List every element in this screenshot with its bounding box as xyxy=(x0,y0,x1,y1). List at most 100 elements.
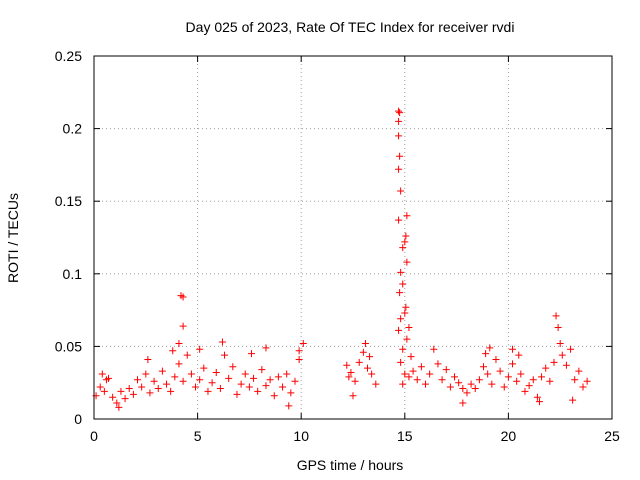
data-point xyxy=(535,398,543,406)
data-point xyxy=(467,380,475,388)
data-point xyxy=(361,339,369,347)
data-point xyxy=(372,380,380,388)
data-point xyxy=(250,374,258,382)
data-point xyxy=(552,312,560,320)
data-point xyxy=(484,370,492,378)
data-point xyxy=(395,326,403,334)
data-point xyxy=(413,376,421,384)
data-point xyxy=(525,382,533,390)
data-points xyxy=(92,107,591,411)
data-point xyxy=(115,403,123,411)
data-point xyxy=(562,361,570,369)
data-point xyxy=(542,364,550,372)
data-point xyxy=(187,370,195,378)
data-point xyxy=(134,376,142,384)
data-point xyxy=(291,377,299,385)
y-tick-label: 0.05 xyxy=(55,338,82,354)
x-axis-label: GPS time / hours xyxy=(297,457,404,473)
data-point xyxy=(196,345,204,353)
data-point xyxy=(138,383,146,391)
y-axis-label: ROTI / TECUs xyxy=(5,193,21,283)
data-point xyxy=(399,380,407,388)
data-point xyxy=(403,335,411,343)
data-point xyxy=(463,389,471,397)
data-point xyxy=(167,387,175,395)
data-point xyxy=(395,132,403,140)
data-point xyxy=(196,376,204,384)
data-point xyxy=(409,367,417,375)
data-point xyxy=(399,280,407,288)
data-point xyxy=(402,232,410,240)
data-point xyxy=(397,315,405,323)
data-point xyxy=(403,258,411,266)
data-point xyxy=(285,402,293,410)
data-point xyxy=(575,367,583,375)
data-point xyxy=(403,212,411,220)
data-point xyxy=(295,355,303,363)
data-point xyxy=(426,370,434,378)
data-point xyxy=(405,324,413,332)
data-point xyxy=(366,353,374,361)
x-tick-label: 10 xyxy=(293,428,309,444)
data-point xyxy=(241,370,249,378)
data-point xyxy=(98,370,106,378)
data-point xyxy=(295,347,303,355)
data-point xyxy=(402,303,410,311)
data-point xyxy=(529,376,537,384)
data-point xyxy=(262,344,270,352)
data-point xyxy=(262,382,270,390)
data-point xyxy=(279,383,287,391)
data-point xyxy=(129,390,137,398)
data-point xyxy=(395,117,403,125)
data-point xyxy=(554,324,562,332)
data-point xyxy=(550,358,558,366)
y-tick-label: 0.15 xyxy=(55,193,82,209)
data-point xyxy=(179,322,187,330)
data-point xyxy=(471,385,479,393)
data-point xyxy=(515,351,523,359)
data-point xyxy=(579,383,587,391)
data-point xyxy=(397,268,405,276)
data-point xyxy=(225,374,233,382)
data-point xyxy=(200,364,208,372)
data-point xyxy=(558,351,566,359)
data-point xyxy=(351,377,359,385)
data-point xyxy=(229,363,237,371)
data-point xyxy=(355,358,363,366)
y-tick-label: 0 xyxy=(74,411,82,427)
data-point xyxy=(500,383,508,391)
x-tick-label: 20 xyxy=(501,428,517,444)
data-point xyxy=(287,389,295,397)
data-point xyxy=(258,366,266,374)
data-point xyxy=(480,363,488,371)
data-point xyxy=(496,367,504,375)
axis-ticks xyxy=(93,55,613,420)
y-tick-label: 0.2 xyxy=(63,121,83,137)
data-point xyxy=(179,293,187,301)
data-point xyxy=(422,380,430,388)
data-point xyxy=(401,370,409,378)
data-point xyxy=(150,377,158,385)
data-point xyxy=(299,339,307,347)
data-point xyxy=(492,355,500,363)
data-point xyxy=(397,358,405,366)
data-point xyxy=(399,244,407,252)
data-point xyxy=(113,399,121,407)
data-point xyxy=(417,363,425,371)
data-point xyxy=(171,373,179,381)
data-point xyxy=(486,344,494,352)
plot-frame xyxy=(93,55,613,420)
data-point xyxy=(146,389,154,397)
data-point xyxy=(270,392,278,400)
data-point xyxy=(218,338,226,346)
data-point xyxy=(247,350,255,358)
data-point xyxy=(583,377,591,385)
data-point xyxy=(517,370,525,378)
y-tick-label: 0.25 xyxy=(55,48,82,64)
data-point xyxy=(204,387,212,395)
data-point xyxy=(459,385,467,393)
data-point xyxy=(451,373,459,381)
data-point xyxy=(504,373,512,381)
data-point xyxy=(192,383,200,391)
